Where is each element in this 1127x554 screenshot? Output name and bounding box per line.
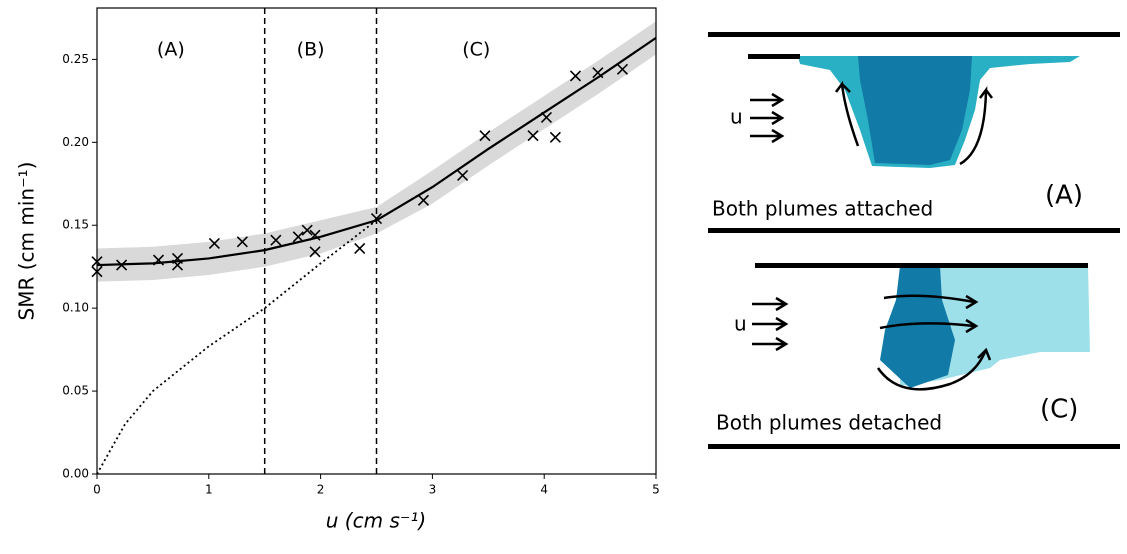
data-point	[527, 130, 539, 142]
x-tick-label: 5	[652, 483, 660, 497]
y-tick-label: 0.20	[62, 135, 89, 149]
marker-stroke	[354, 242, 366, 255]
data-point	[309, 246, 321, 258]
marker-stroke	[309, 246, 321, 258]
caption: Both plumes attached	[712, 197, 933, 221]
marker-stroke	[236, 236, 248, 248]
region-label: (B)	[297, 39, 325, 61]
data-point	[208, 237, 220, 250]
x-tick-label: 4	[540, 483, 548, 497]
marker-stroke	[549, 131, 561, 143]
flow-arrows	[752, 294, 992, 391]
marker-stroke	[270, 234, 282, 246]
data-point	[171, 259, 184, 271]
data-point	[354, 242, 366, 255]
data-point	[301, 224, 313, 236]
marker-stroke	[540, 111, 553, 124]
data-point	[616, 63, 629, 75]
data-point	[370, 213, 383, 225]
marker-stroke	[479, 130, 491, 142]
ice-shelf	[748, 54, 800, 59]
flow-arrows	[750, 92, 785, 144]
region-label: (C)	[462, 39, 490, 61]
marker-stroke	[616, 63, 629, 75]
marker-stroke	[292, 231, 304, 243]
plot-frame	[96, 7, 657, 475]
data-point	[592, 67, 604, 79]
data-point	[540, 111, 553, 124]
data-point	[116, 259, 128, 271]
extrapolation-line	[96, 219, 378, 475]
data-point	[236, 236, 248, 248]
panel-tag: (C)	[1040, 395, 1078, 425]
data-point	[292, 231, 304, 243]
ice-block	[858, 56, 972, 165]
channel-wall	[708, 228, 1120, 233]
x-axis-label: u (cm s⁻¹)	[326, 509, 426, 533]
region-label: (A)	[157, 39, 185, 61]
ice-shelf	[755, 263, 1088, 268]
marker-stroke	[116, 259, 128, 271]
data-point	[152, 254, 165, 266]
marker-stroke	[527, 130, 539, 142]
panel-tag: (A)	[1045, 181, 1083, 211]
y-tick-label: 0.25	[62, 52, 89, 66]
marker-stroke	[457, 169, 469, 182]
y-tick-label: 0.05	[62, 384, 89, 398]
channel-wall	[708, 444, 1120, 449]
diagram: u Both plumes attached (A) u Both plumes…	[708, 32, 1120, 449]
flow-arrow	[959, 86, 993, 166]
y-tick-label: 0.10	[62, 301, 89, 315]
x-tick-label: 0	[93, 483, 101, 497]
data-point	[479, 130, 491, 142]
marker-stroke	[569, 70, 582, 82]
data-point	[569, 70, 582, 82]
flow-label: u	[730, 105, 743, 129]
marker-stroke	[309, 229, 321, 241]
marker-stroke	[592, 67, 604, 79]
marker-stroke	[370, 213, 383, 225]
data-point	[457, 169, 469, 182]
data-point	[309, 229, 321, 241]
marker-stroke	[208, 237, 220, 250]
marker-stroke	[152, 254, 165, 266]
x-tick-label: 2	[317, 483, 325, 497]
flow-arrow	[835, 80, 860, 147]
data-point	[270, 234, 282, 246]
flow-label: u	[734, 312, 747, 336]
x-tick-label: 3	[429, 483, 437, 497]
marker-stroke	[417, 194, 430, 206]
data-point	[549, 131, 561, 143]
y-tick-label: 0.00	[62, 467, 89, 481]
x-tick-label: 1	[205, 483, 213, 497]
marker-stroke	[171, 259, 184, 271]
y-tick-label: 0.15	[62, 218, 89, 232]
channel-wall	[708, 32, 1120, 37]
marker-stroke	[301, 224, 313, 236]
data-point	[417, 194, 430, 206]
caption: Both plumes detached	[716, 411, 942, 435]
y-axis-label: SMR (cm min⁻¹)	[15, 162, 39, 321]
